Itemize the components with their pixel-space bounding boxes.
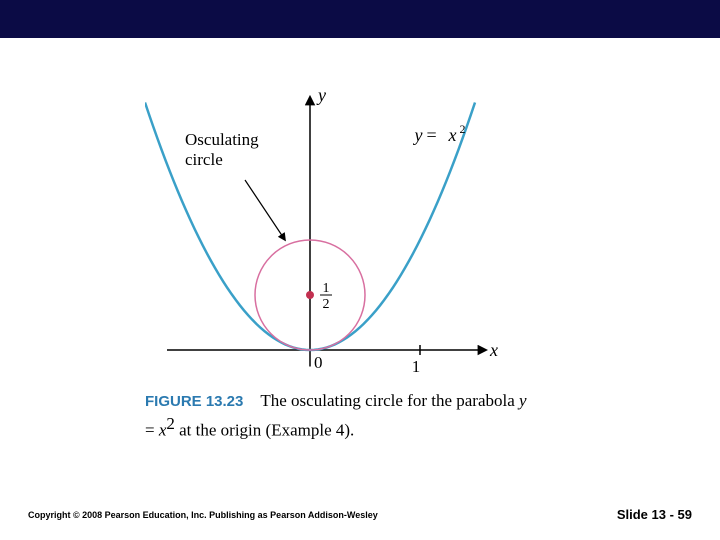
svg-text:2: 2 [323, 297, 330, 312]
svg-text:y: y [413, 125, 423, 145]
figure-svg: 1201xyy = x2Osculatingcircle [145, 60, 525, 390]
caption-eq-y: y [519, 391, 527, 410]
svg-text:=: = [427, 125, 437, 145]
caption-eq-sup: 2 [166, 414, 175, 433]
figure-diagram: 1201xyy = x2Osculatingcircle [145, 60, 525, 420]
caption-text-before: The osculating circle for the parabola [260, 391, 519, 410]
copyright-notice: Copyright © 2008 Pearson Education, Inc.… [28, 510, 378, 520]
caption-text-after: at the origin (Example 4). [175, 421, 354, 440]
svg-text:x: x [489, 340, 498, 360]
figure-caption: FIGURE 13.23 The osculating circle for t… [145, 390, 535, 443]
slide-number: Slide 13 - 59 [617, 507, 692, 522]
svg-text:1: 1 [412, 357, 421, 376]
caption-figure-label: FIGURE 13.23 [145, 393, 243, 410]
svg-text:x: x [448, 125, 457, 145]
svg-text:0: 0 [314, 353, 323, 372]
svg-text:Osculating: Osculating [185, 130, 259, 149]
slide-footer: Copyright © 2008 Pearson Education, Inc.… [0, 510, 720, 540]
slide-top-bar [0, 0, 720, 38]
caption-eq-eq: = [145, 421, 159, 440]
svg-text:y: y [316, 85, 326, 105]
svg-text:1: 1 [323, 281, 330, 296]
svg-text:2: 2 [460, 122, 466, 136]
svg-text:circle: circle [185, 150, 223, 169]
